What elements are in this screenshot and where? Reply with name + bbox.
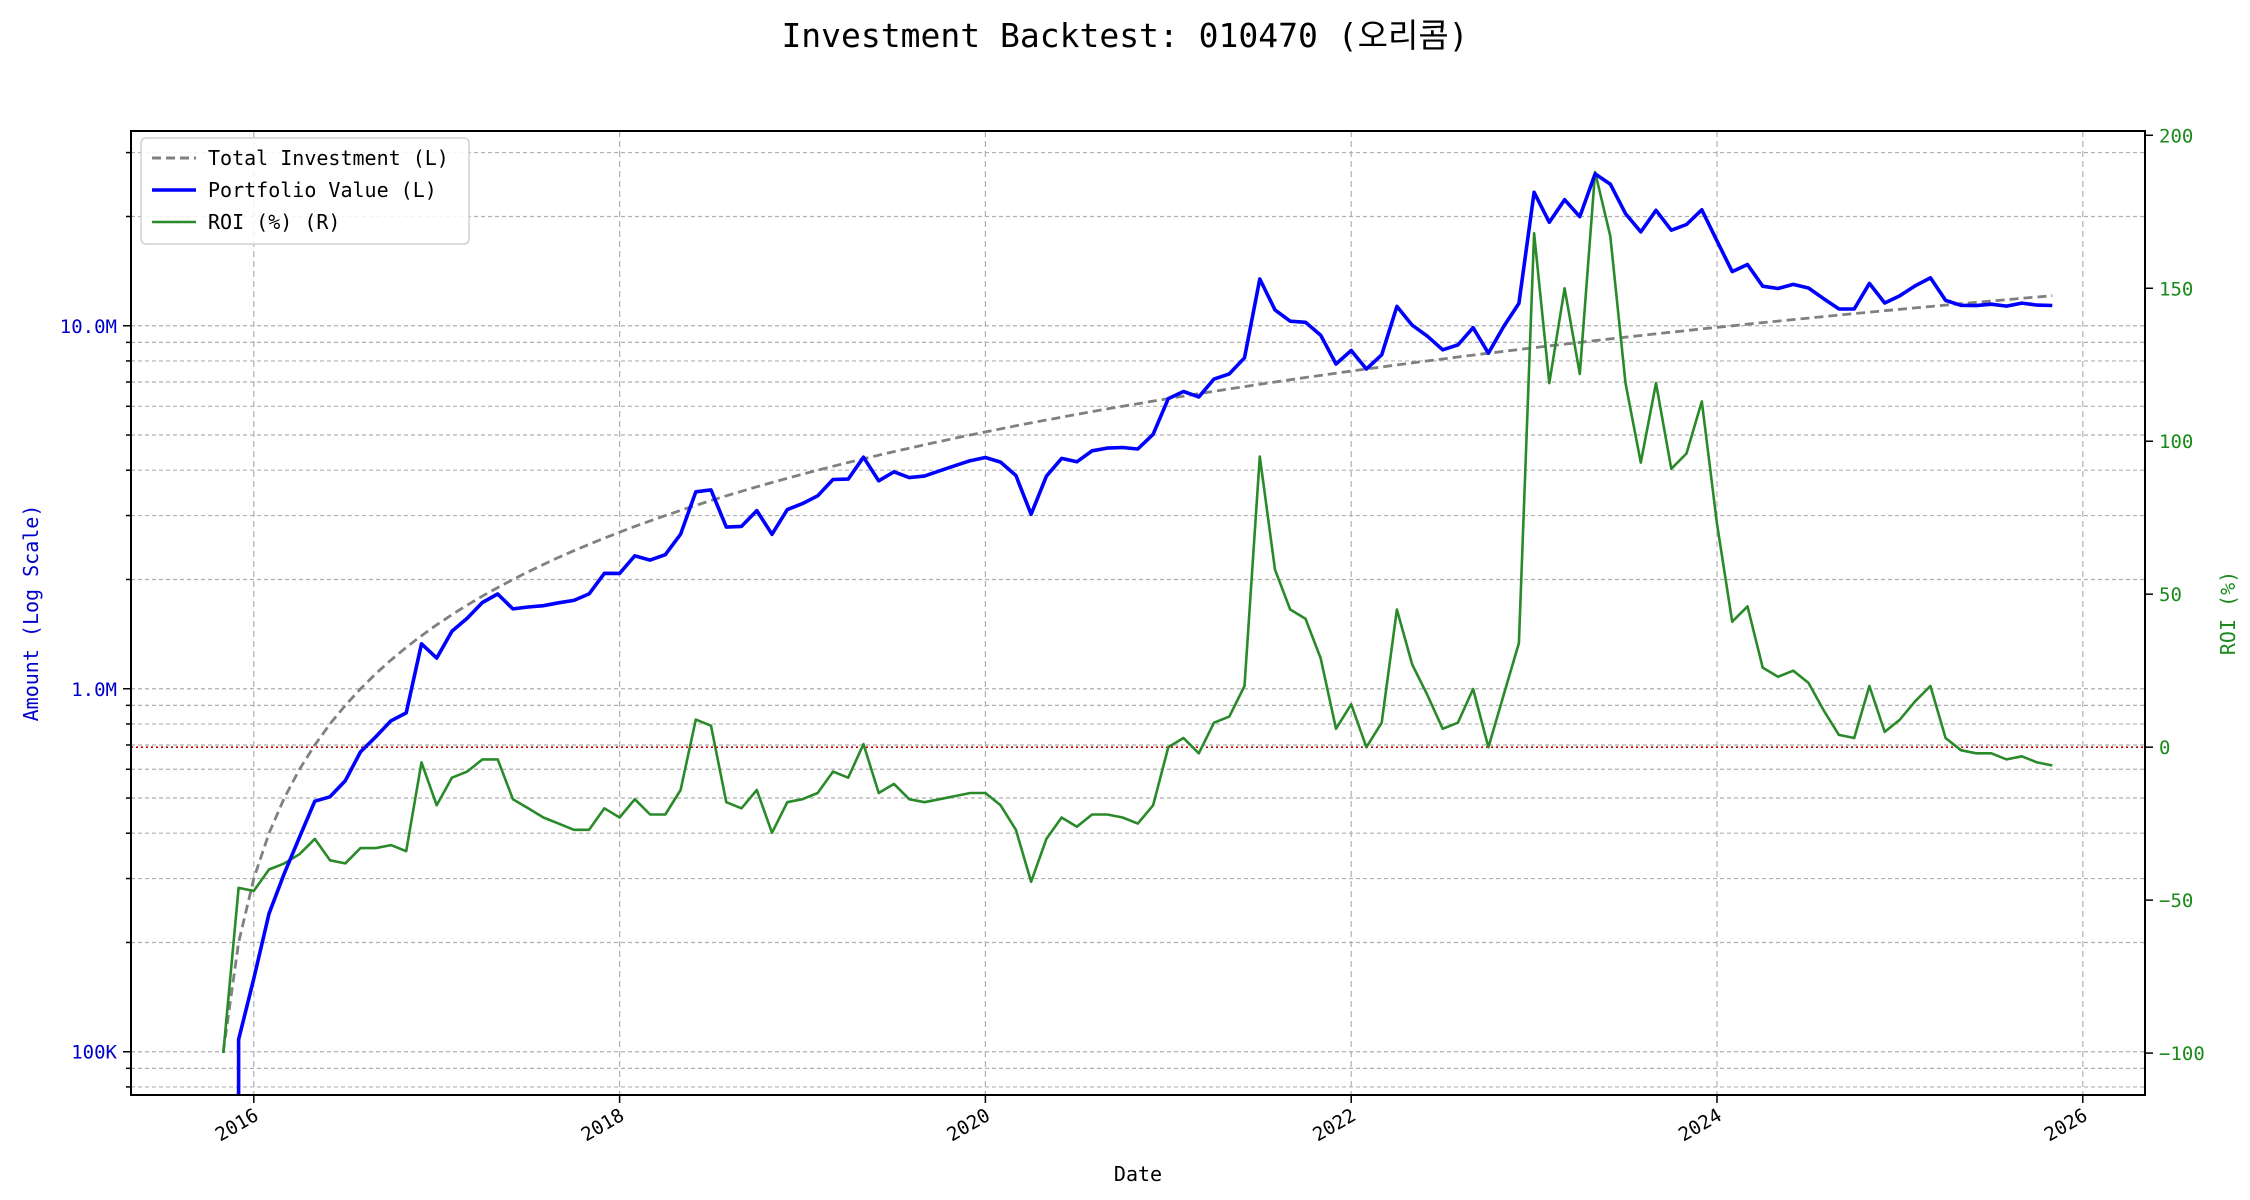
right-tick-label: 150 [2159,278,2193,300]
plot-frame [130,130,2146,1096]
x-tick-label: 2026 [2041,1104,2092,1146]
x-tick-label: 2022 [1309,1104,1360,1146]
grid [131,131,2145,1095]
total-investment-point [1701,328,1703,330]
total-investment-point [1228,388,1230,390]
portfolio-value-line [236,172,2053,1095]
series-lines [131,170,2145,1095]
right-tick-label: −100 [2159,1043,2205,1065]
total-investment-point [1381,366,1383,368]
x-tick-label: 2018 [577,1104,628,1146]
total-investment-point [2006,299,2008,301]
total-investment-point [1533,347,1535,349]
total-investment-point [588,543,590,545]
right-tick-label: 200 [2159,125,2193,147]
x-tick-label: 2016 [212,1104,263,1146]
left-axis-label: Amount (Log Scale) [19,505,43,722]
left-tick-label: 100K [71,1042,117,1064]
right-tick-label: 0 [2159,737,2170,759]
x-tick-label: 2024 [1675,1104,1726,1146]
left-tick-label: 10.0M [60,316,117,338]
total-investment-point [1213,390,1215,392]
right-tick-label: −50 [2159,890,2193,912]
right-axis-label: ROI (%) [2216,571,2240,655]
axes: 2016 2018 2020 2022 2024 2026 100K 1.0M 10.0M −10… [60,125,2205,1146]
total-investment-point [802,473,804,475]
chart-title: Investment Backtest: 010470 (오리콤) [781,16,1468,55]
total-investment-point [939,441,941,443]
legend-label-portfolio-value: Portfolio Value (L) [208,178,437,202]
total-investment-line [221,294,2053,1052]
x-tick-label: 2020 [943,1104,994,1146]
total-investment-point [2021,297,2023,299]
right-tick-label: 50 [2159,584,2182,606]
legend-label-total-investment: Total Investment (L) [208,146,449,170]
total-investment-point [1686,330,1688,332]
total-investment-point [1061,416,1063,418]
legend: Total Investment (L) Portfolio Value (L)… [140,137,470,245]
total-investment-point [695,504,697,506]
total-investment-point [375,673,377,675]
total-investment-point [1670,331,1672,333]
total-investment-point [603,537,605,539]
total-investment-point [1838,314,1840,316]
total-investment-point [1076,413,1078,415]
left-tick-label: 1.0M [71,679,117,701]
x-axis-label: Date [1114,1162,1162,1186]
right-tick-label: 100 [2159,431,2193,453]
total-investment-point [1518,349,1520,351]
legend-label-roi: ROI (%) (R) [208,210,340,234]
legend-box [140,137,470,245]
total-investment-point [1853,313,1855,315]
roi-line [222,170,2053,1054]
total-investment-point [923,444,925,446]
